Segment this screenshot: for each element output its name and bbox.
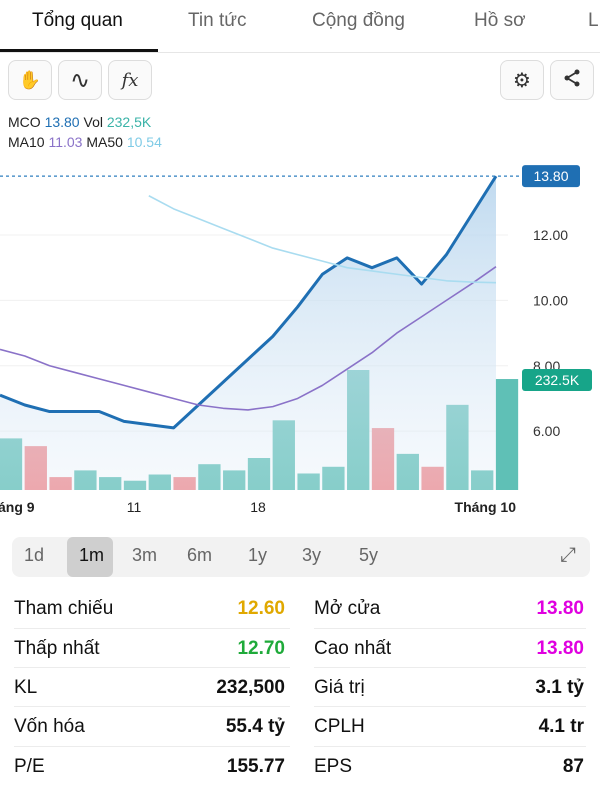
ma50-label: MA50	[86, 134, 123, 150]
share-button[interactable]	[550, 60, 594, 100]
stat-value-reference: 12.60	[237, 598, 285, 619]
tab-profile[interactable]: Hồ sơ	[474, 10, 526, 31]
price-tag	[522, 165, 580, 188]
stat-label-high: Cao nhất	[314, 638, 392, 659]
ma10-line	[0, 266, 497, 411]
stat-label-open: Mở cửa	[314, 598, 381, 619]
x-tick-label: Tháng 10	[455, 499, 517, 515]
stat-value-eps: 87	[562, 756, 584, 777]
range-6m[interactable]: 6m	[187, 545, 213, 565]
share-icon	[562, 68, 582, 93]
wave-icon: ∿	[69, 66, 91, 94]
ma50-line	[148, 195, 497, 284]
stat-label-pe: P/E	[14, 756, 45, 777]
tab-news[interactable]: Tin tức	[188, 10, 247, 31]
stat-value-market-cap: 55.4 tỷ	[225, 716, 285, 737]
stat-label-low: Thấp nhất	[14, 638, 100, 659]
divider	[14, 667, 290, 668]
gear-icon: ⚙	[513, 69, 531, 92]
expand-icon[interactable]: ⤢	[560, 544, 576, 566]
y-tick-label: 6.00	[533, 423, 560, 439]
stat-label-shares: CPLH	[314, 716, 365, 737]
divider	[314, 706, 586, 707]
divider	[14, 746, 290, 747]
selected-range-highlight	[67, 537, 113, 577]
settings-button[interactable]: ⚙	[500, 60, 544, 100]
stat-value-pe: 155.77	[226, 756, 285, 777]
tab-overview[interactable]: Tổng quan	[32, 10, 123, 31]
y-tick-label: 12.00	[533, 227, 568, 243]
tab-more[interactable]: L	[588, 10, 599, 31]
price-tag-label: 13.80	[533, 168, 568, 184]
active-tab-indicator	[0, 49, 158, 52]
range-3y[interactable]: 3y	[302, 545, 322, 565]
stat-value-low: 12.70	[237, 638, 285, 659]
divider	[314, 628, 586, 629]
stat-value-volume: 232,500	[216, 677, 285, 698]
hand-tool-button[interactable]: ✋	[8, 60, 52, 100]
ma50-value: 10.54	[126, 134, 162, 150]
y-tick-label: 10.00	[533, 292, 568, 308]
function-icon: fx	[121, 69, 139, 91]
time-range-selector: 1d 1m 3m 6m 1y 3y 5y ⤢	[12, 537, 590, 577]
divider	[314, 667, 586, 668]
ma-legend: MA10 11.03 MA50 10.54	[8, 134, 162, 150]
price-legend: MCO 13.80 Vol 232,5K	[8, 114, 151, 130]
divider	[14, 706, 290, 707]
volume-label: Vol	[83, 114, 103, 130]
volume-tag	[522, 369, 592, 392]
price-line	[0, 175, 498, 430]
top-tab-bar: Tổng quan Tin tức Cộng đồng Hồ sơ L	[0, 0, 600, 53]
volume-tag-label: 232.5K	[535, 372, 580, 388]
line-tool-button[interactable]: ∿	[58, 60, 102, 100]
stat-label-volume: KL	[14, 677, 38, 698]
range-1y[interactable]: 1y	[248, 545, 268, 565]
stat-value-value: 3.1 tỷ	[535, 677, 584, 698]
range-3m[interactable]: 3m	[132, 545, 158, 565]
ticker-label: MCO	[8, 114, 41, 130]
price-value: 13.80	[44, 114, 80, 130]
ma10-label: MA10	[8, 134, 45, 150]
divider	[14, 628, 290, 629]
x-tick-label: 18	[250, 499, 266, 515]
range-5y[interactable]: 5y	[359, 545, 379, 565]
range-1d[interactable]: 1d	[24, 545, 45, 565]
volume-value: 232,5K	[106, 114, 152, 130]
stat-value-high: 13.80	[536, 638, 584, 659]
stat-label-value: Giá trị	[314, 677, 365, 698]
x-tick-label: 11	[127, 499, 142, 515]
tab-community[interactable]: Cộng đồng	[312, 10, 405, 31]
stat-label-market-cap: Vốn hóa	[14, 716, 85, 737]
stat-value-shares: 4.1 tr	[538, 716, 584, 737]
price-area	[0, 176, 496, 490]
ma10-value: 11.03	[48, 134, 83, 150]
volume-bar	[495, 379, 519, 490]
x-tick-label: áng 9	[0, 499, 35, 515]
stat-label-eps: EPS	[314, 756, 353, 777]
range-1m[interactable]: 1m	[79, 545, 105, 565]
divider	[314, 746, 586, 747]
stat-label-reference: Tham chiếu	[14, 598, 114, 619]
stat-value-open: 13.80	[536, 598, 584, 619]
hand-icon: ✋	[18, 69, 42, 90]
indicator-button[interactable]: fx	[108, 60, 152, 100]
